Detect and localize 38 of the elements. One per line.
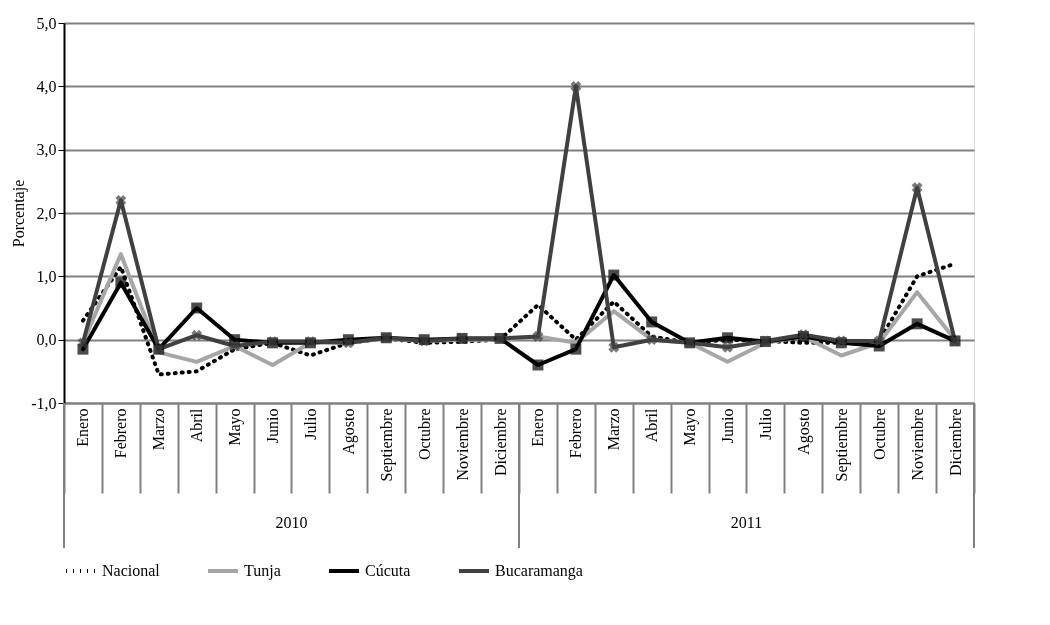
y-tick-label: -1,0 [31, 394, 57, 412]
text: 2010 [275, 514, 308, 531]
x-tick-label: Enero [74, 408, 92, 447]
x-tick-label: Octubre [870, 408, 888, 461]
legend-label: Cúcuta [365, 562, 411, 579]
x-tick-label: Noviembre [453, 408, 471, 481]
y-tick-label: 5,0 [36, 14, 57, 32]
y-tick-label: 2,0 [36, 204, 57, 222]
x-tick-label: Julio [301, 408, 319, 440]
x-tick-label: Abril [188, 407, 206, 443]
legend-label: Nacional [102, 562, 161, 579]
y-tick-label: 4,0 [36, 77, 57, 95]
legend-label: Tunja [244, 562, 281, 580]
x-tick-label: Enero [529, 408, 547, 447]
x-tick-label: Mayo [226, 408, 245, 446]
x-tick-label: Junio [719, 408, 737, 444]
y-tick-label: 3,0 [36, 141, 57, 159]
x-tick-label: Septiembre [832, 408, 851, 482]
x-tick-label: Mayo [681, 408, 700, 446]
x-tick-label: Julio [756, 408, 774, 440]
x-tick-label: Junio [264, 408, 282, 444]
x-tick-label: Septiembre [377, 408, 396, 482]
x-tick-label: Febrero [112, 408, 130, 459]
x-tick-label: Octubre [415, 408, 433, 461]
x-tick-label: Agosto [794, 408, 813, 455]
y-axis-title: Porcentaje [10, 179, 29, 248]
x-tick-label: Agosto [339, 408, 358, 455]
x-tick-label: Febrero [567, 408, 585, 459]
x-tick-label: Abril [643, 407, 661, 443]
x-tick-label: Diciembre [491, 408, 509, 477]
text: 2011 [730, 514, 763, 531]
y-tick-label: 1,0 [36, 267, 57, 285]
legend-label: Bucaramanga [495, 562, 583, 580]
x-tick-label: Marzo [150, 408, 168, 451]
x-tick-label: Noviembre [908, 408, 926, 481]
x-tick-label: Diciembre [946, 408, 964, 477]
x-tick-label: Marzo [605, 408, 623, 451]
y-tick-label: 0,0 [36, 331, 57, 349]
